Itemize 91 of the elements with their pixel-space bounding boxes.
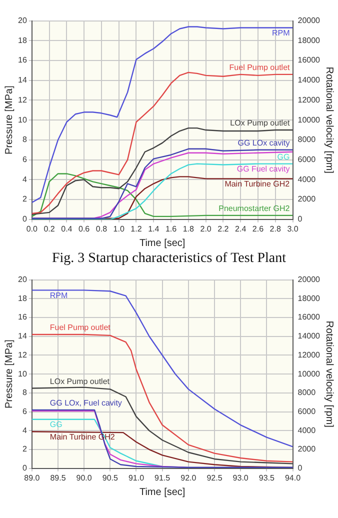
x-tick-label: 1.8 xyxy=(182,224,195,234)
y2-tick-label: 12000 xyxy=(298,350,321,360)
y2-axis-title: Rotational velocity [rpm] xyxy=(323,66,334,174)
y-tick-label: 2 xyxy=(22,194,28,204)
y-axis-title: Pressure [MPa] xyxy=(4,85,15,155)
x-tick-label: 1.4 xyxy=(148,224,160,234)
x-tick-label: 91.0 xyxy=(128,473,145,482)
y-tick-label: 8 xyxy=(22,135,28,144)
y2-tick-label: 0 xyxy=(298,464,303,473)
x-axis-title: Time [sec] xyxy=(139,486,186,498)
y2-tick-label: 8000 xyxy=(298,388,316,398)
x-tick-label: 90.0 xyxy=(76,473,92,482)
x-tick-label: 2.2 xyxy=(218,224,230,234)
x-tick-label: 2.6 xyxy=(252,224,264,234)
y-tick-label: 18 xyxy=(18,294,28,303)
x-tick-label: 2.4 xyxy=(235,224,247,234)
y2-tick-label: 14000 xyxy=(298,332,321,341)
y-tick-label: 16 xyxy=(18,56,28,65)
y2-tick-label: 2000 xyxy=(298,194,316,204)
x-tick-label: 91.5 xyxy=(154,473,171,482)
x-tick-label: 1.0 xyxy=(113,224,125,234)
x-tick-label: 2.0 xyxy=(200,224,212,234)
y2-tick-label: 18000 xyxy=(298,36,321,45)
y2-tick-label: 2000 xyxy=(298,444,316,454)
x-tick-label: 94.0 xyxy=(284,473,302,482)
x-tick-label: 1.6 xyxy=(165,224,178,234)
y-tick-label: 8 xyxy=(22,388,28,398)
y-tick-label: 14 xyxy=(18,76,28,85)
y-tick-label: 0 xyxy=(22,214,28,224)
series-label: Pneumostarter GH2 xyxy=(218,204,290,214)
series-label: Fuel Pump outlet xyxy=(229,63,291,72)
series-label: LOx Pump outlet xyxy=(230,118,291,128)
y-tick-label: 0 xyxy=(22,464,28,473)
y-tick-label: 20 xyxy=(18,16,28,26)
y2-tick-label: 10000 xyxy=(298,115,321,124)
series-label: GG LOx cavity xyxy=(238,138,290,148)
y2-tick-label: 18000 xyxy=(298,294,321,303)
x-tick-label: 89.0 xyxy=(24,473,40,482)
x-tick-label: 1.2 xyxy=(130,224,142,234)
y-tick-label: 10 xyxy=(18,369,28,378)
x-axis-title: Time [sec] xyxy=(139,238,186,249)
series-label: Main Turbine GH2 xyxy=(224,179,290,188)
x-tick-label: 2.8 xyxy=(270,224,282,234)
y2-tick-label: 6000 xyxy=(298,155,316,164)
y2-tick-label: 16000 xyxy=(298,312,321,322)
y2-tick-label: 20000 xyxy=(298,16,321,26)
series-label: GG LOx, Fuel cavity xyxy=(50,398,122,408)
y-axis-title: Pressure [MPa] xyxy=(4,339,15,409)
series-label: GG Fuel cavity xyxy=(236,164,290,174)
y-tick-label: 14 xyxy=(18,332,28,341)
y-tick-label: 12 xyxy=(18,95,28,104)
series-label: Fuel Pump outlet xyxy=(50,323,112,332)
y2-tick-label: 16000 xyxy=(298,56,321,65)
x-tick-label: 92.0 xyxy=(180,473,197,482)
series-label: GG xyxy=(50,420,62,430)
y-tick-label: 18 xyxy=(18,36,28,45)
x-tick-label: 0.0 xyxy=(26,224,38,234)
y-tick-label: 20 xyxy=(18,275,28,284)
y-tick-label: 6 xyxy=(22,155,28,164)
caption: Fig. 3 Startup characteristics of Test Plant xyxy=(51,251,287,267)
series-label: GG xyxy=(277,152,290,162)
x-tick-label: 0.4 xyxy=(61,224,73,234)
series-label: RPM xyxy=(272,28,290,38)
y2-tick-label: 10000 xyxy=(298,369,321,378)
series-label: LOx Pump outlet xyxy=(50,376,110,386)
y-tick-label: 2 xyxy=(22,444,28,454)
y2-tick-label: 12000 xyxy=(298,95,321,104)
y-tick-label: 12 xyxy=(18,350,28,360)
x-tick-label: 90.5 xyxy=(102,473,118,482)
y2-tick-label: 4000 xyxy=(298,426,316,435)
y2-tick-label: 4000 xyxy=(298,174,316,184)
y-tick-label: 6 xyxy=(22,407,28,416)
series-label: RPM xyxy=(50,290,68,300)
x-tick-label: 89.5 xyxy=(50,473,66,482)
y2-tick-label: 6000 xyxy=(298,407,316,416)
y2-tick-label: 14000 xyxy=(298,76,321,85)
x-tick-label: 93.5 xyxy=(258,473,275,482)
y2-tick-label: 0 xyxy=(298,214,303,224)
x-tick-label: 0.2 xyxy=(44,224,56,234)
x-tick-label: 93.0 xyxy=(232,473,249,482)
y-tick-label: 16 xyxy=(18,312,28,322)
y-tick-label: 4 xyxy=(22,426,28,435)
x-tick-label: 0.8 xyxy=(96,224,108,234)
y-tick-label: 10 xyxy=(18,115,28,124)
x-tick-label: 3.0 xyxy=(287,224,299,234)
x-tick-label: 92.5 xyxy=(206,473,223,482)
y2-axis-title: Rotational velocity [rpm] xyxy=(323,320,334,428)
x-tick-label: 0.6 xyxy=(78,224,90,234)
y-tick-label: 4 xyxy=(22,174,28,184)
y2-tick-label: 8000 xyxy=(298,135,316,144)
y2-tick-label: 20000 xyxy=(298,275,321,284)
